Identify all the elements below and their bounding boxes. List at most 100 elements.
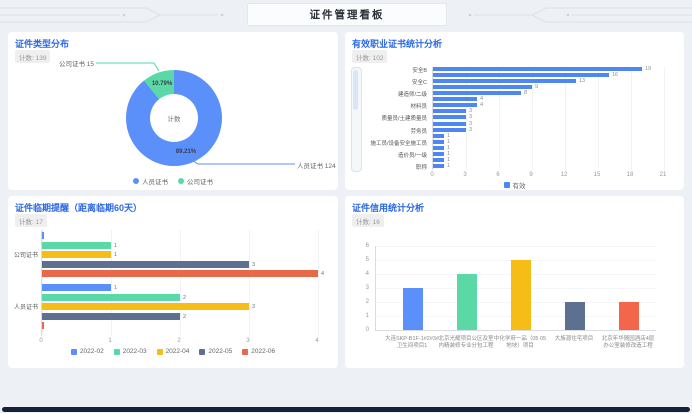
bar[interactable] [42, 293, 180, 301]
y-tick-label: 0 [365, 326, 369, 333]
bar[interactable] [433, 127, 466, 132]
bar[interactable] [42, 260, 249, 268]
gridline [180, 230, 181, 336]
bar[interactable] [433, 67, 642, 71]
bar[interactable] [42, 241, 111, 249]
bar[interactable] [433, 91, 521, 96]
legend-label: 2022-04 [165, 348, 190, 355]
header: 证件管理看板 [0, 0, 692, 28]
bar[interactable] [433, 109, 466, 114]
legend-item[interactable]: 2022-02 [70, 348, 104, 355]
x-axis-ticks: 0 3 6 9 12 15 18 21 [430, 172, 666, 180]
legend-item[interactable]: 2022-06 [242, 348, 275, 355]
x-axis-ticks: 0 1 2 3 4 [39, 338, 318, 346]
bar[interactable] [42, 251, 111, 259]
x-tick-label: 6 [496, 172, 500, 178]
bar[interactable] [433, 73, 609, 78]
legend-swatch [242, 348, 249, 355]
gridline [318, 230, 319, 336]
y-tick-label: 2 [365, 298, 369, 305]
bar-value-label: 3 [252, 304, 256, 311]
bar[interactable] [433, 157, 444, 162]
bar[interactable] [511, 260, 531, 330]
legend-swatch [70, 348, 77, 355]
bar-value-label: 2 [183, 313, 187, 320]
panel-title: 证件类型分布 [15, 39, 70, 49]
datazoom-slider[interactable] [351, 67, 362, 172]
legend-swatch [178, 178, 184, 184]
bar[interactable] [433, 115, 466, 120]
bar-value-label: 13 [579, 78, 586, 85]
legend-item[interactable]: 人员证书 [133, 176, 168, 186]
legend-swatch [503, 182, 510, 188]
x-axis-labels: 大连SKP-B1F-1#2#3#卫生间项目1 北京光耀项目公区及室内精装修专业分包… [375, 336, 675, 362]
bar[interactable] [433, 103, 477, 108]
bar[interactable] [433, 97, 477, 102]
pie-slice-pct-label: 89.21% [175, 148, 197, 155]
legend-item[interactable]: 2022-05 [199, 348, 232, 355]
bar[interactable] [403, 288, 423, 330]
x-tick-label: 12 [560, 172, 568, 178]
y-tick-label: 6 [365, 242, 369, 249]
axis-category-label: 北京年华随园酒店4层办公室装修改造工程 [601, 336, 655, 350]
bar[interactable] [42, 284, 111, 291]
panel-credit-statistics: 证件信用统计分析 计数: 16 0 1 2 3 4 5 6 大连SKP-B1F-1#2#3#… [345, 196, 684, 368]
legend-item[interactable]: 2022-04 [156, 348, 190, 355]
axis-category-label: 材料员 [410, 104, 427, 111]
bar[interactable] [619, 302, 639, 330]
bar[interactable] [42, 322, 44, 330]
axis-category-label: 劳务员 [410, 128, 427, 135]
bar-value-label: 19 [645, 66, 652, 72]
legend-item[interactable]: 2022-03 [113, 348, 147, 355]
gridline [466, 67, 467, 170]
bar[interactable] [433, 151, 444, 156]
bar[interactable] [42, 270, 318, 278]
bar[interactable] [433, 145, 444, 150]
gridline [376, 246, 656, 247]
bar-value-label: 1 [114, 252, 118, 259]
y-tick-label: 4 [365, 270, 369, 277]
legend-label: 公司证书 [187, 179, 213, 186]
bar-value-label: 3 [469, 126, 473, 133]
axis-category-label: 质量员/土建质量员 [381, 116, 427, 123]
y-tick-label: 1 [365, 312, 369, 319]
bar[interactable] [42, 303, 249, 311]
x-tick-label: 2 [177, 338, 181, 344]
bar-value-label: 3 [252, 261, 256, 268]
count-badge: 计数: 17 [15, 214, 47, 227]
axis-category-label: 职称 [415, 164, 427, 171]
axis-category-label: 人员证书 [13, 304, 38, 311]
legend-item[interactable]: 公司证书 [178, 176, 213, 186]
x-tick-label: 1 [108, 338, 112, 344]
y-tick-label: 3 [365, 284, 369, 291]
count-badge: 计数: 102 [352, 50, 388, 63]
x-tick-label: 15 [593, 172, 601, 178]
legend-swatch [113, 348, 120, 355]
donut-chart[interactable]: 计数 89.21% 10.79% [126, 70, 222, 166]
bar-value-label: 1 [447, 150, 451, 157]
y-axis-ticks: 0 1 2 3 4 5 6 [353, 242, 371, 336]
bar[interactable] [433, 139, 444, 144]
pie-callout-company: 公司证书 15 [58, 61, 94, 68]
bar[interactable] [42, 312, 180, 320]
bar[interactable] [433, 133, 444, 138]
bar[interactable] [433, 79, 576, 84]
bar[interactable] [42, 232, 44, 239]
count-badge: 计数: 139 [15, 50, 51, 63]
bar-value-label: 16 [612, 72, 619, 79]
bar[interactable] [433, 85, 532, 90]
bar-value-label: 2 [183, 294, 187, 301]
bar[interactable] [457, 274, 477, 330]
legend-label: 有效 [512, 183, 526, 190]
bar-value-label: 4 [480, 96, 484, 103]
gridline [499, 67, 500, 170]
legend-label: 2022-03 [122, 348, 147, 355]
legend-item[interactable]: 有效 [503, 180, 526, 190]
x-tick-label: 18 [626, 172, 634, 178]
bar[interactable] [565, 302, 585, 330]
bar[interactable] [433, 121, 466, 126]
datazoom-handle[interactable] [353, 70, 358, 110]
bar[interactable] [433, 163, 444, 168]
count-badge: 计数: 16 [352, 214, 384, 227]
bar-value-label: 1 [114, 242, 118, 249]
